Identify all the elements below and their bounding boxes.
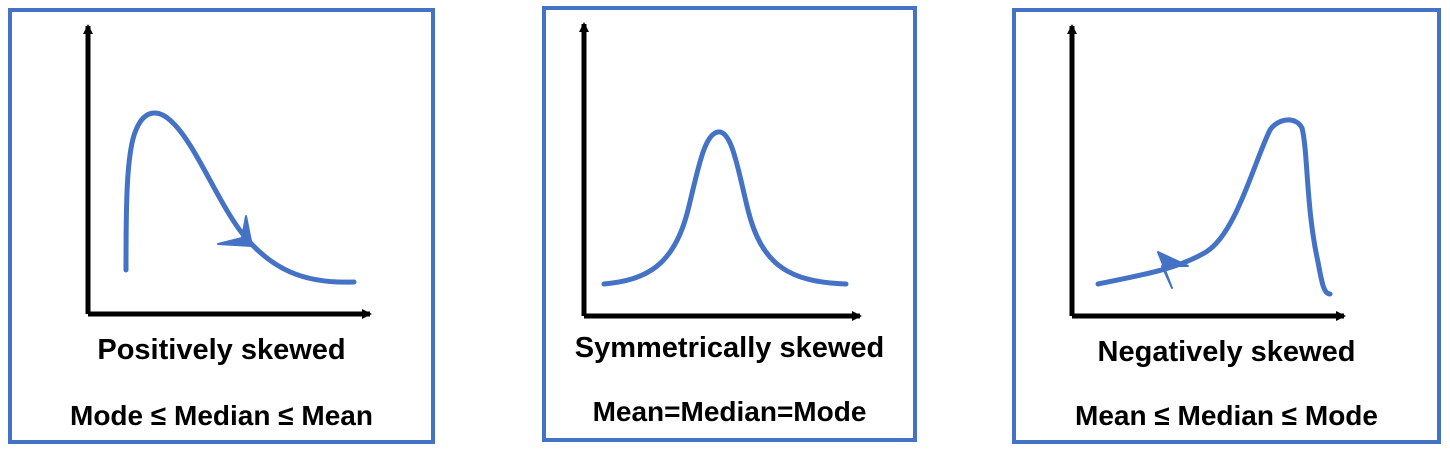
curve-direction-arrow-icon xyxy=(217,215,253,247)
panel-title: Symmetrically skewed xyxy=(574,332,885,364)
curve-direction-arrow-icon xyxy=(1157,251,1189,289)
panel-negatively-skewed: Negatively skewed Mean ≤ Median ≤ Mode xyxy=(1012,8,1441,444)
negative-skew-curve xyxy=(1095,117,1333,297)
panel-relation: Mean=Median=Mode xyxy=(592,396,867,427)
panel-positively-skewed: Positively skewed Mode ≤ Median ≤ Mean xyxy=(8,8,435,444)
symmetric-curve xyxy=(601,129,849,287)
panel-title: Negatively skewed xyxy=(1097,336,1356,368)
panel-symmetrically-skewed: Symmetrically skewed Mean=Median=Mode xyxy=(542,6,917,442)
negative-skew-plot xyxy=(1067,24,1346,321)
symmetric-plot xyxy=(579,22,862,321)
panel-relation: Mode ≤ Median ≤ Mean xyxy=(70,400,373,431)
panel-title: Positively skewed xyxy=(97,334,346,366)
positive-skew-plot xyxy=(83,24,372,319)
positive-skew-curve xyxy=(123,110,357,285)
panel-relation: Mean ≤ Median ≤ Mode xyxy=(1075,400,1378,431)
